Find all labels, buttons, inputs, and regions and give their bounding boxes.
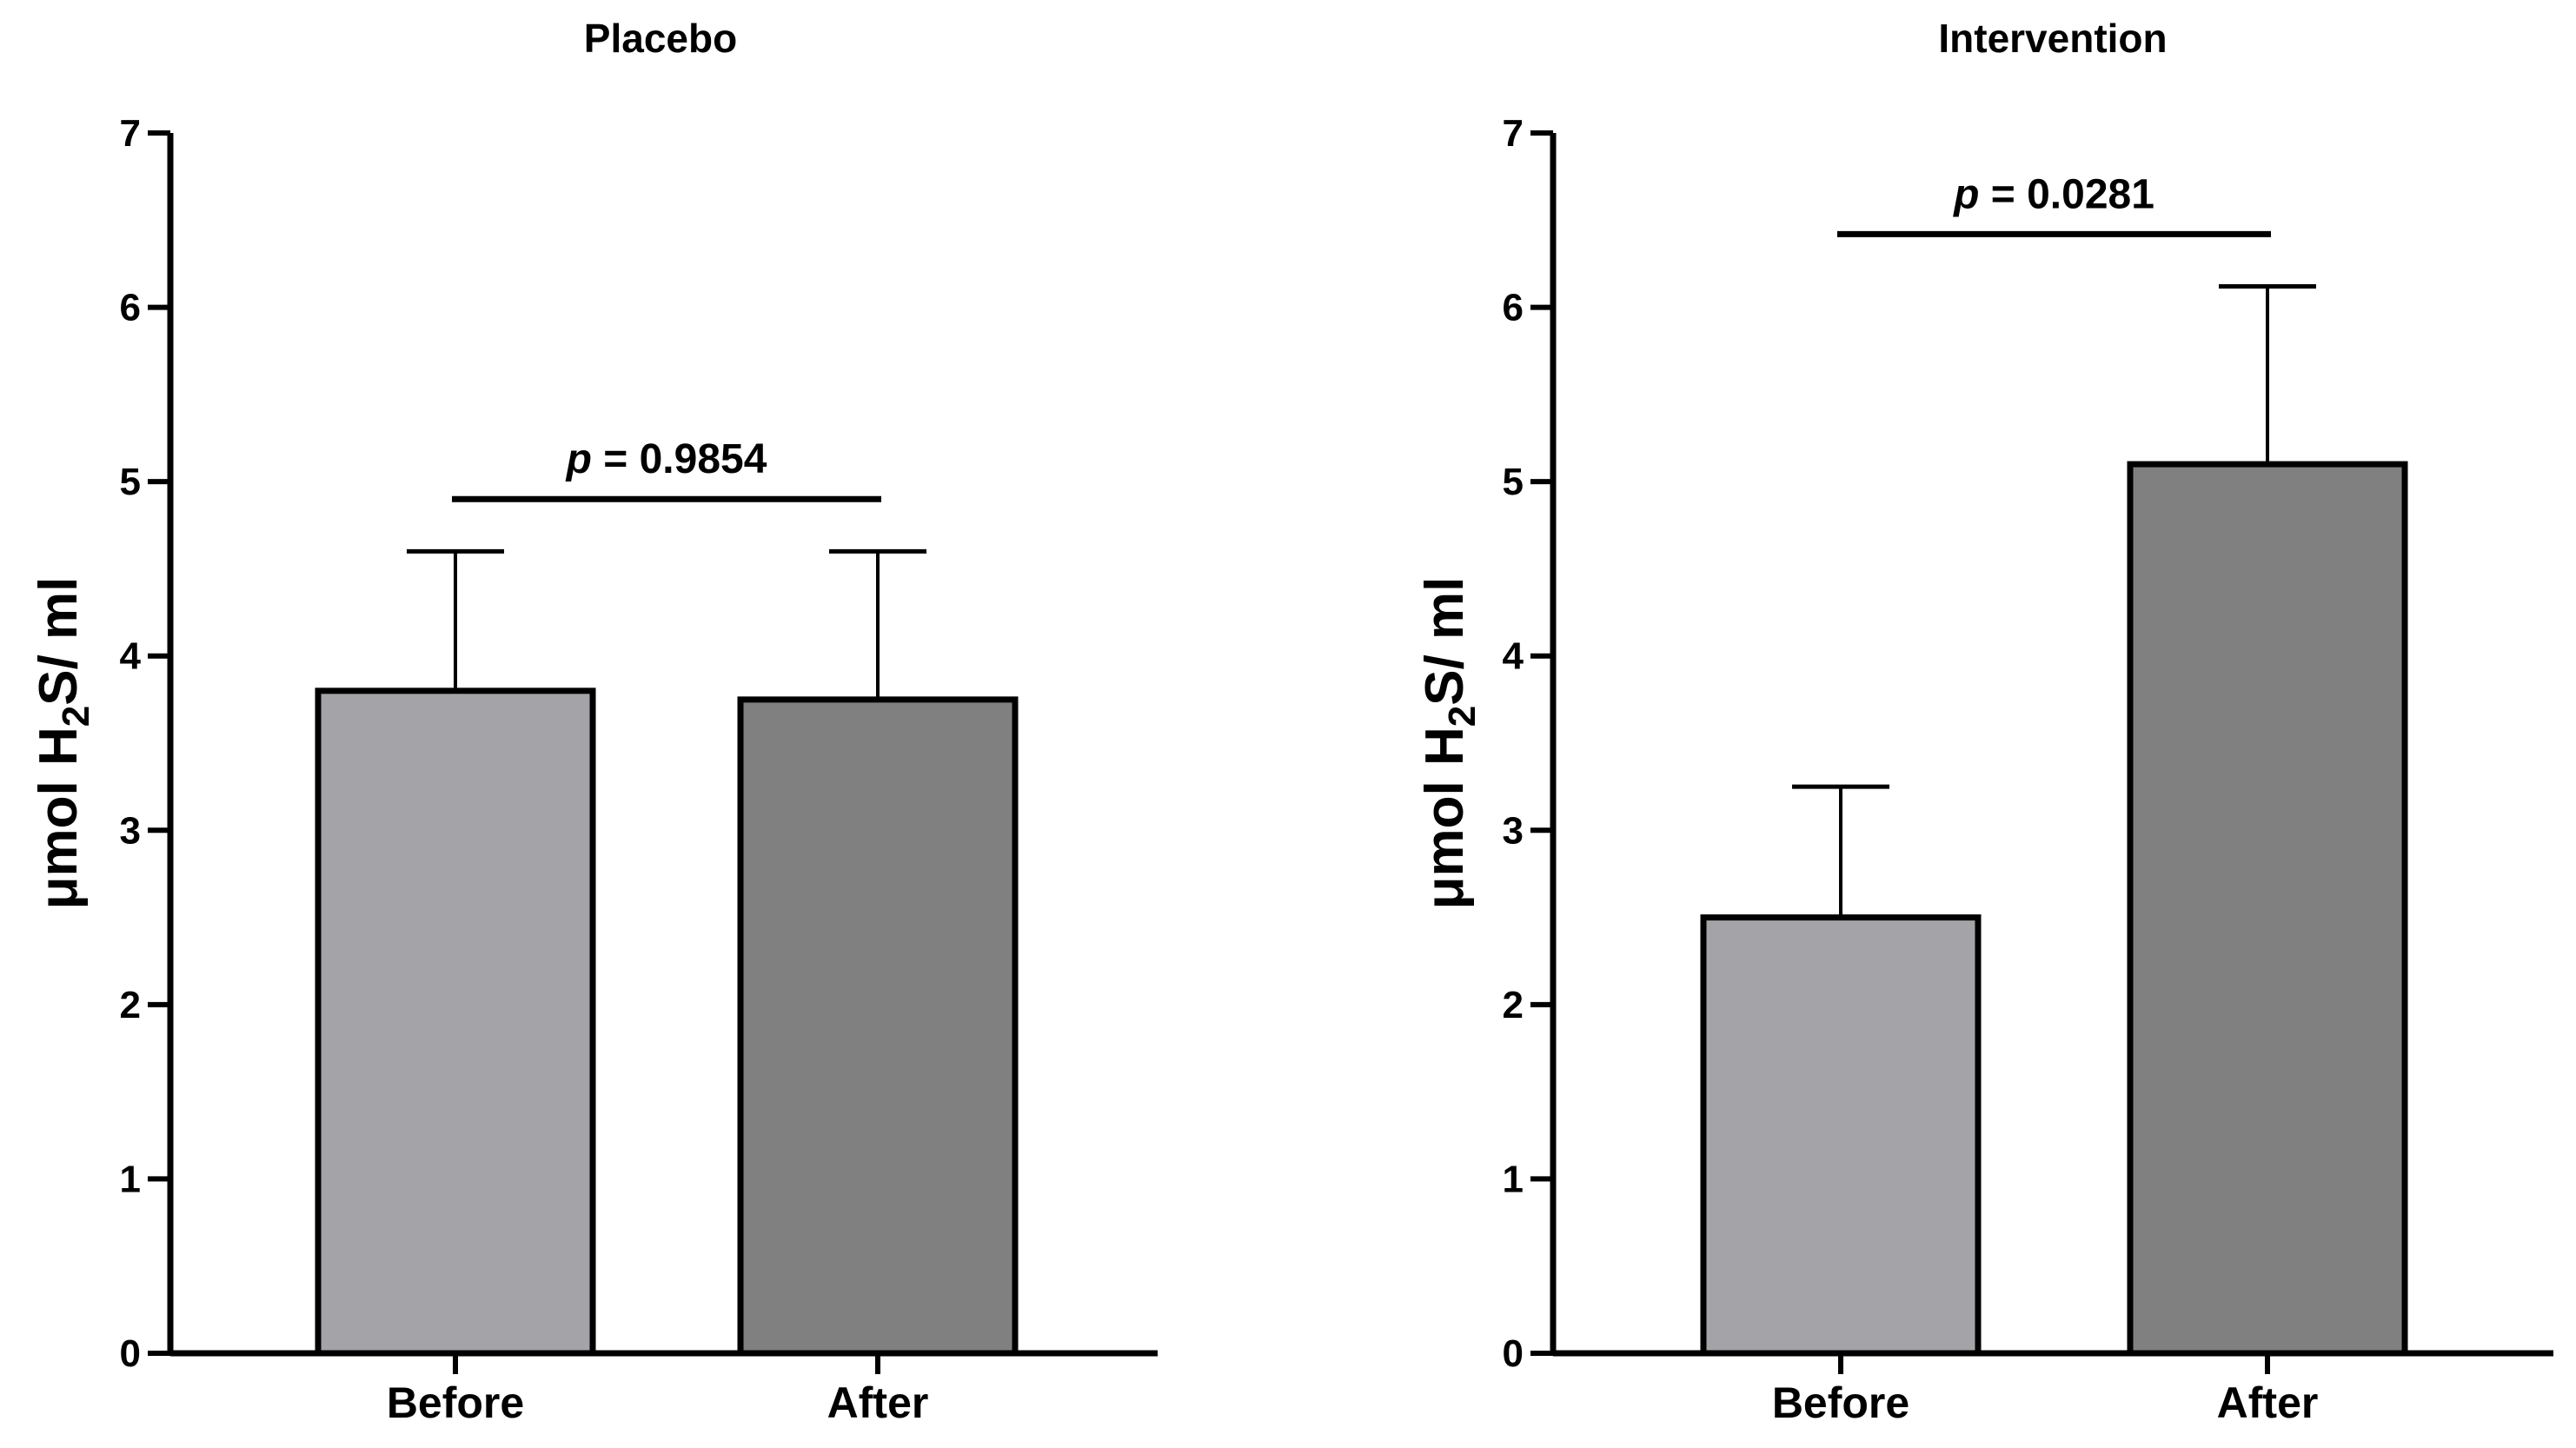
y-axis-label: μmol H2S/ ml <box>29 577 97 910</box>
y-tick-label: 1 <box>1503 1158 1524 1200</box>
p-symbol: p <box>1952 171 1979 217</box>
y-axis-label-subscript: 2 <box>1441 706 1484 727</box>
chart-panel-intervention: Intervention 0 1 2 3 4 5 6 7 Before After μmol H… <box>1415 16 2553 1427</box>
x-tick-label: After <box>827 1378 929 1427</box>
y-tick-label: 7 <box>120 112 141 155</box>
y-axis-label-suffix: S/ ml <box>1415 577 1475 706</box>
y-tick-label: 2 <box>1503 984 1524 1026</box>
bar-after <box>737 696 1019 1357</box>
bar-after <box>2127 461 2408 1357</box>
p-value-label: p = 0.0281 <box>1952 171 2154 217</box>
bar-before <box>315 687 596 1357</box>
bar-before <box>1700 914 1982 1357</box>
p-value-text: = 0.0281 <box>1979 171 2154 217</box>
y-axis-ticks: 0 1 2 3 4 5 6 7 <box>120 112 170 1375</box>
y-tick-label: 0 <box>120 1332 141 1375</box>
p-value-text: = 0.9854 <box>592 436 767 482</box>
x-tick-label: After <box>2217 1378 2319 1427</box>
significance-annotation: p = 0.9854 <box>452 436 881 502</box>
x-tick-label: Before <box>1772 1378 1909 1427</box>
x-axis-ticks: Before After <box>387 1353 929 1427</box>
bars <box>1700 284 2408 1357</box>
y-axis-ticks: 0 1 2 3 4 5 6 7 <box>1503 112 1553 1375</box>
y-tick-label: 6 <box>120 287 141 329</box>
y-tick-label: 4 <box>120 635 142 678</box>
y-tick-label: 5 <box>1503 461 1524 503</box>
y-tick-label: 6 <box>1503 287 1524 329</box>
y-axis-label-subscript: 2 <box>55 706 97 727</box>
y-tick-label: 0 <box>1503 1332 1524 1375</box>
y-axis-label-prefix: μmol H <box>29 727 89 909</box>
x-axis-ticks: Before After <box>1772 1353 2319 1427</box>
y-tick-label: 7 <box>1503 112 1524 155</box>
y-tick-label: 2 <box>120 984 141 1026</box>
y-tick-label: 3 <box>1503 809 1524 852</box>
chart-title: Intervention <box>1938 16 2167 61</box>
p-value-label: p = 0.9854 <box>565 436 767 482</box>
y-tick-label: 5 <box>120 461 141 503</box>
bars <box>315 548 1019 1357</box>
y-tick-label: 1 <box>120 1158 141 1200</box>
significance-annotation: p = 0.0281 <box>1837 171 2271 237</box>
x-tick-label: Before <box>387 1378 524 1427</box>
y-tick-label: 4 <box>1503 635 1524 678</box>
chart-title: Placebo <box>584 16 737 61</box>
y-axis-label: μmol H2S/ ml <box>1415 577 1484 910</box>
p-symbol: p <box>565 436 592 482</box>
y-axis-label-prefix: μmol H <box>1415 727 1475 909</box>
y-tick-label: 3 <box>120 809 141 852</box>
y-axis-label-suffix: S/ ml <box>29 577 89 706</box>
